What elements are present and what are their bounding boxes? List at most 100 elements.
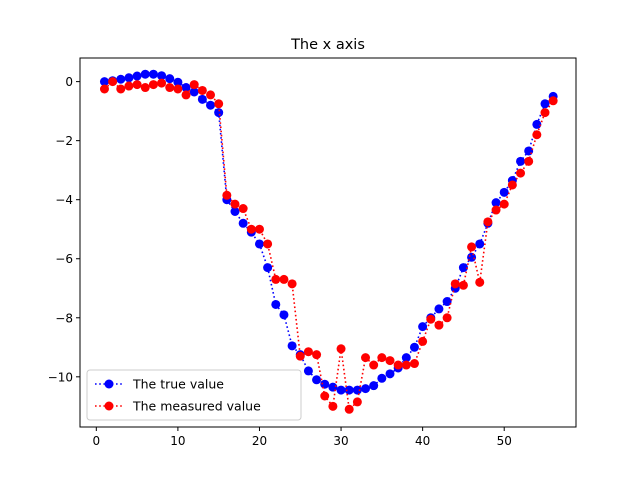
y-tick-label: −8 <box>55 311 73 325</box>
data-point <box>124 81 134 91</box>
data-point <box>369 360 379 370</box>
data-point <box>99 77 109 87</box>
data-point <box>197 94 207 104</box>
data-point <box>99 84 109 94</box>
x-tick-label: 20 <box>252 434 267 448</box>
data-point <box>393 360 403 370</box>
data-point <box>540 99 550 109</box>
x-tick-label: 10 <box>170 434 185 448</box>
data-point <box>475 239 485 249</box>
data-point <box>287 341 297 351</box>
data-point <box>263 263 273 273</box>
data-point <box>108 77 118 87</box>
data-point <box>214 108 224 118</box>
plot-area <box>99 69 558 414</box>
data-point <box>206 90 216 100</box>
data-point <box>328 401 338 411</box>
data-point <box>418 322 428 332</box>
data-point <box>173 77 183 87</box>
data-point <box>385 356 395 366</box>
data-point <box>336 344 346 354</box>
axes: 0 10 20 30 40 50 0 −2 −4 −6 −8 −10 <box>48 57 577 448</box>
data-point <box>409 342 419 352</box>
data-point <box>254 239 264 249</box>
data-point <box>336 385 346 395</box>
data-point <box>352 397 362 407</box>
data-point <box>401 360 411 370</box>
data-point <box>181 83 191 93</box>
data-point <box>328 382 338 392</box>
x-tick-label: 0 <box>92 434 100 448</box>
y-tick-label: 0 <box>65 75 73 89</box>
data-point <box>352 385 362 395</box>
legend-marker <box>104 401 114 411</box>
y-tick-label: −2 <box>55 134 73 148</box>
legend: The true value The measured value <box>86 369 302 421</box>
data-point <box>189 80 199 90</box>
data-point <box>116 74 126 84</box>
data-point <box>377 353 387 363</box>
data-point <box>418 336 428 346</box>
x-tick-label: 30 <box>333 434 348 448</box>
data-point <box>377 373 387 383</box>
data-point <box>181 90 191 100</box>
y-tick-label: −10 <box>48 370 73 384</box>
data-point <box>475 277 485 287</box>
data-point <box>246 224 256 234</box>
data-point <box>467 242 477 252</box>
data-point <box>303 366 313 376</box>
data-point <box>238 218 248 228</box>
data-point <box>524 146 534 156</box>
x-tick-label: 50 <box>497 434 512 448</box>
data-point <box>369 381 379 391</box>
data-point <box>320 391 330 401</box>
data-point <box>140 69 150 79</box>
data-point <box>295 351 305 361</box>
data-point <box>271 274 281 284</box>
data-point <box>516 156 526 166</box>
data-point <box>516 168 526 178</box>
data-point <box>450 279 460 289</box>
legend-box <box>86 369 302 421</box>
data-point <box>401 353 411 363</box>
data-point <box>148 80 158 90</box>
data-point <box>148 69 158 79</box>
data-point <box>189 87 199 97</box>
data-point <box>361 353 371 363</box>
data-point <box>230 207 240 216</box>
data-point <box>361 384 371 394</box>
axes-frame <box>79 57 577 428</box>
data-point <box>165 74 175 84</box>
data-point <box>140 83 150 93</box>
chart-title: The x axis <box>290 37 365 53</box>
y-tick-label: −6 <box>55 252 73 266</box>
data-point <box>214 99 224 109</box>
data-point <box>491 205 501 215</box>
data-point <box>532 130 542 140</box>
data-point <box>344 404 354 414</box>
data-point <box>271 299 281 309</box>
data-point <box>116 84 126 94</box>
data-point <box>458 263 468 273</box>
data-point <box>532 119 542 129</box>
data-point <box>230 199 240 209</box>
data-point <box>385 369 395 379</box>
data-point <box>442 313 452 323</box>
data-point <box>206 100 216 110</box>
data-point <box>540 108 550 118</box>
legend-marker <box>104 379 114 389</box>
data-point <box>197 85 207 95</box>
data-point <box>124 73 134 83</box>
data-point <box>483 217 493 227</box>
legend-label: The measured value <box>132 399 261 414</box>
data-point <box>157 78 167 88</box>
data-point <box>165 83 175 93</box>
data-point <box>263 239 273 249</box>
data-point <box>132 80 142 90</box>
data-point <box>312 350 322 360</box>
data-point <box>279 310 289 320</box>
data-point <box>303 347 313 357</box>
data-point <box>238 204 248 214</box>
data-point <box>426 314 436 324</box>
data-point <box>491 198 501 208</box>
